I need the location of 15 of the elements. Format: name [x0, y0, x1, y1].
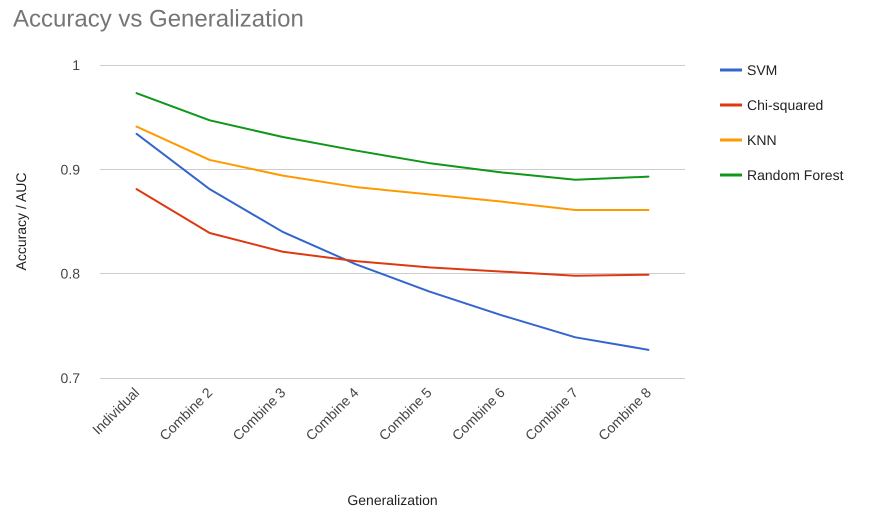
y-axis-title: Accuracy / AUC	[13, 172, 29, 271]
line-series	[136, 126, 650, 212]
y-tick-label: 1	[72, 57, 80, 73]
chart-title: Accuracy vs Generalization	[13, 6, 304, 32]
legend-label: Random Forest	[747, 167, 844, 183]
line-series	[136, 188, 650, 277]
y-tick-label: 0.9	[60, 161, 80, 178]
y-tick-label: 0.7	[60, 370, 80, 386]
y-tick-label: 0.8	[60, 266, 80, 282]
legend-label: Chi-squared	[747, 97, 824, 113]
legend-label: KNN	[747, 132, 777, 148]
line-series	[136, 132, 650, 351]
x-axis-title: Generalization	[347, 492, 438, 508]
legend-label: SVM	[747, 62, 778, 78]
line-series	[136, 92, 650, 181]
